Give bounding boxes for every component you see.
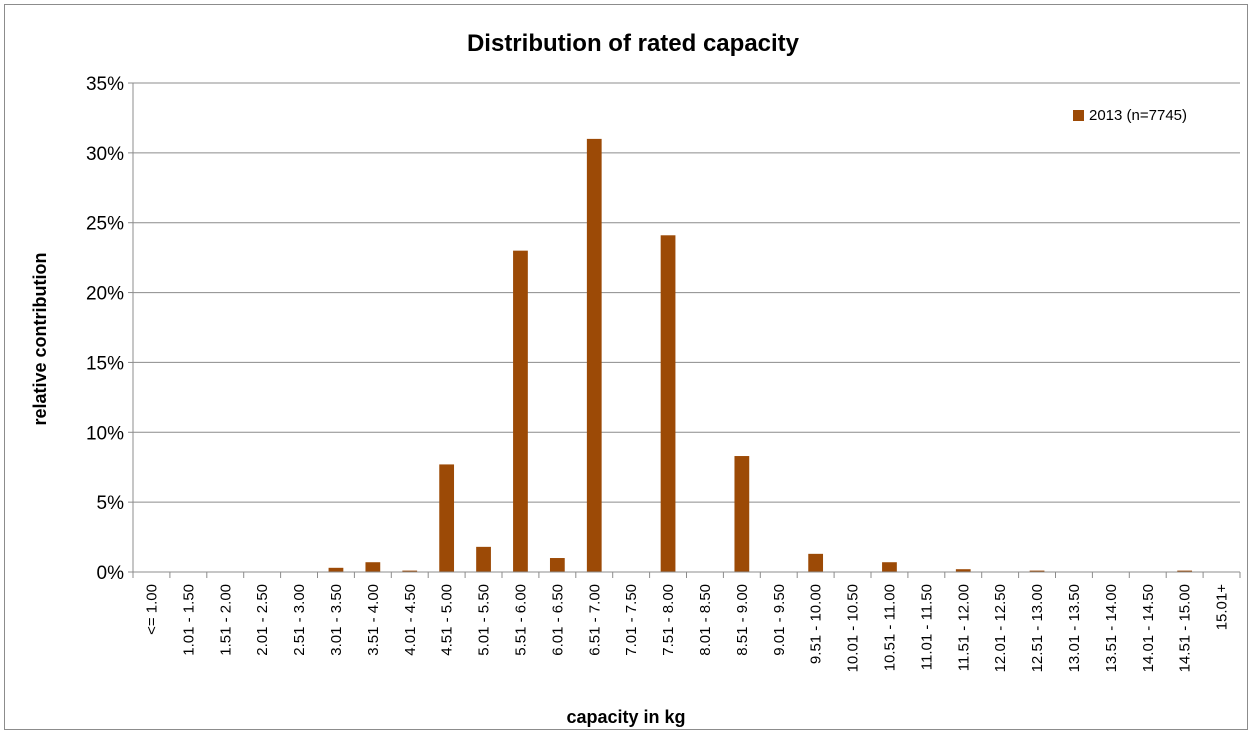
x-tick-label: 6.51 - 7.00 [586,584,603,656]
gridlines [133,82,1240,503]
bar [955,569,971,572]
x-tick-label: 5.01 - 5.50 [476,584,493,656]
x-tick-label: 13.51 - 14.00 [1103,584,1120,672]
chart-title: Distribution of rated capacity [467,30,800,57]
legend-swatch [1073,110,1084,121]
x-tick-label: 13.01 - 13.50 [1066,584,1083,672]
x-tick-label: 8.51 - 9.00 [734,584,751,656]
x-tick-label: <= 1.00 [143,584,160,635]
bar [882,562,897,572]
y-tick-label: 5% [97,493,125,514]
legend: 2013 (n=7745) [1073,107,1187,124]
y-tick-label: 0% [97,563,125,584]
x-tick-label: 9.01 - 9.50 [771,584,788,656]
x-tick-label: 2.51 - 3.00 [291,584,308,656]
x-tick-label: 8.01 - 8.50 [697,584,714,656]
bar [586,138,602,572]
x-tick-label: 14.51 - 15.00 [1177,584,1194,672]
y-axis-title: relative contribution [30,252,50,425]
x-tick-label: 7.01 - 7.50 [623,584,640,656]
bar [1177,570,1193,572]
bar [549,558,565,572]
x-tick-label: 4.51 - 5.00 [439,584,456,656]
bar [1029,570,1045,572]
x-tick-label: 2.01 - 2.50 [254,584,271,656]
bar-chart: Distribution of rated capacity 0% 5% 10% 15… [30,30,1241,727]
bar [402,570,418,572]
bar [439,464,455,572]
bar [476,546,491,572]
x-tick-label: 9.51 - 10.00 [808,584,825,664]
x-tick-label: 11.51 - 12.00 [955,584,972,671]
x-tick-label: 10.01 - 10.50 [845,584,862,672]
bar [808,553,824,572]
x-tick-label: 11.01 - 11.50 [918,584,935,670]
x-tick-label: 7.51 - 8.00 [660,584,677,656]
x-tick-label: 15.01+ [1214,584,1231,631]
x-tick-label: 12.01 - 12.50 [992,584,1009,672]
x-tick-label: 3.51 - 4.00 [365,584,382,656]
bar [513,250,528,572]
x-tick-label: 14.01 - 14.50 [1140,584,1157,672]
bar [660,235,676,572]
y-tick-label: 20% [86,284,124,305]
y-tick-label: 15% [86,353,124,374]
x-tick-label: 1.01 - 1.50 [180,584,197,656]
x-tick-label: 10.51 - 11.00 [881,584,898,671]
x-tick-label: 5.51 - 6.00 [512,584,529,656]
x-tick-label: 1.51 - 2.00 [217,584,234,656]
bar [365,562,381,572]
bar [734,456,750,572]
y-axis-ticks: 0% 5% 10% 15% 20% 25% 30% 35% [86,74,133,584]
y-tick-label: 30% [86,144,124,165]
y-tick-label: 10% [86,423,124,444]
bars [328,138,1193,572]
x-axis-ticks: <= 1.00 1.01 - 1.50 1.51 - 2.00 2.01 - 2.50… [132,572,1241,672]
y-tick-label: 35% [86,74,124,95]
bar [328,567,344,572]
legend-label: 2013 (n=7745) [1089,107,1187,124]
x-tick-label: 6.01 - 6.50 [549,584,566,656]
x-tick-label: 3.01 - 3.50 [328,584,345,656]
x-axis-title: capacity in kg [566,707,685,727]
x-tick-label: 4.01 - 4.50 [402,584,419,656]
x-tick-label: 12.51 - 13.00 [1029,584,1046,672]
chart-frame: Distribution of rated capacity 0% 5% 10% 15… [4,4,1248,730]
y-tick-label: 25% [86,214,124,235]
